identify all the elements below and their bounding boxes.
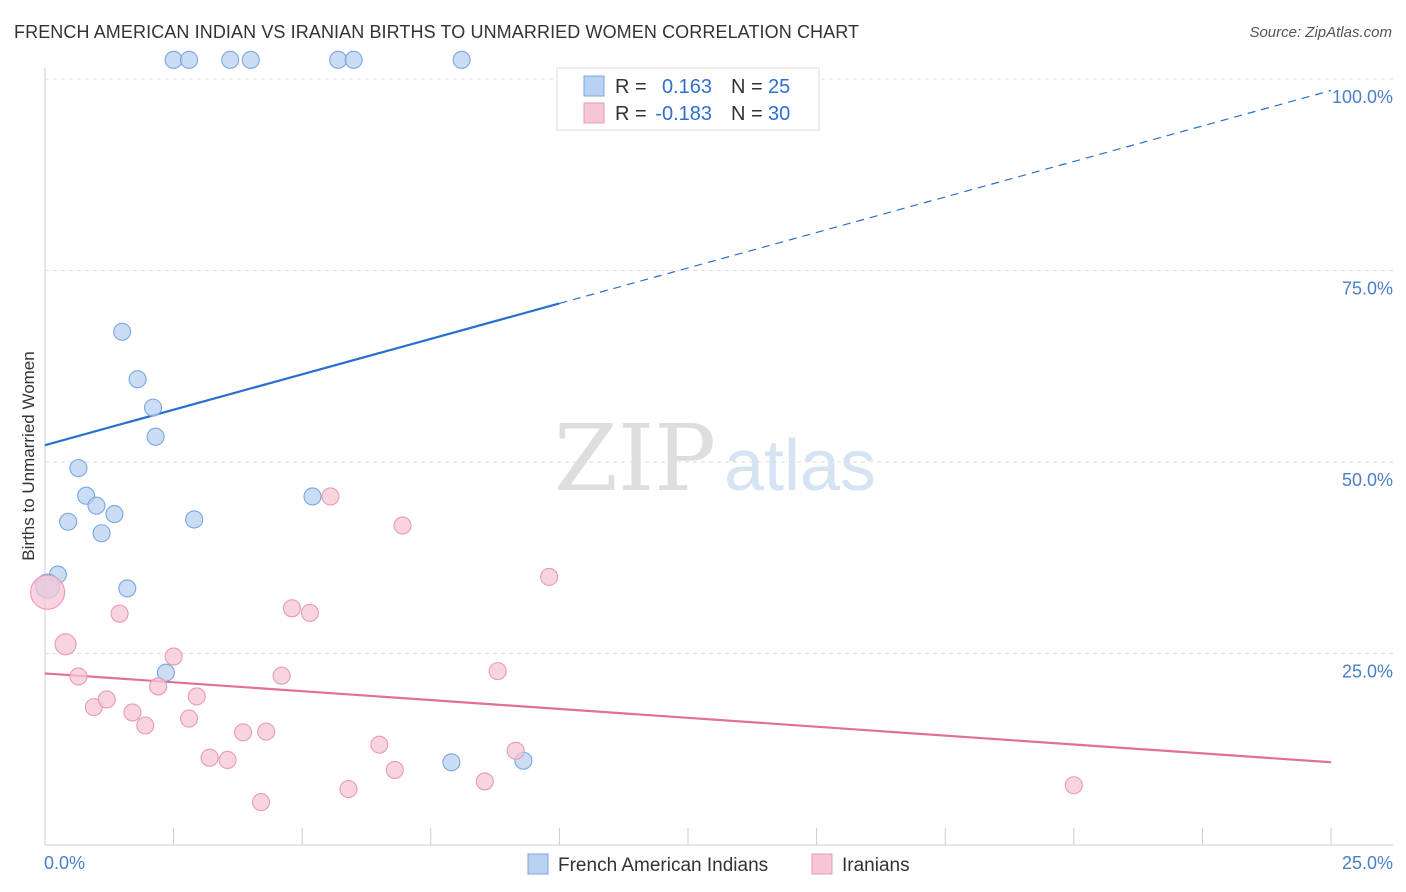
point-french-american-indians [303,487,322,506]
legend-n-value-blue: 25 [768,76,790,98]
point-french-american-indians [329,50,348,69]
bottom-legend: French American Indians Iranians [527,853,910,876]
bottom-legend-label-pink: Iranians [842,855,910,876]
legend-n-value-pink: 30 [768,103,790,125]
point-iranians [540,567,559,586]
point-french-american-indians [442,753,461,772]
trend-line-french-american-indians [44,302,560,447]
point-french-american-indians [185,510,204,529]
point-iranians [488,662,507,681]
legend-r-label-blue: R = [615,76,647,98]
watermark-atlas: atlas [724,426,876,506]
point-iranians [1064,776,1083,795]
point-french-american-indians [87,496,106,515]
point-french-american-indians [113,322,132,341]
point-iranians [123,703,142,722]
y-tick-label-25: 25.0% [1342,662,1393,682]
trend-line-french-american-indians-extension [559,89,1332,305]
trend-line-iranians [44,672,1332,764]
point-french-american-indians [143,398,163,417]
legend-n-label-blue: N = [731,76,763,98]
point-iranians [385,760,404,779]
data-points [30,50,1083,812]
trend-lines [44,89,1332,764]
legend-box: R = 0.163 N = 25 R = -0.183 N = 30 [556,67,820,131]
point-iranians [251,793,271,812]
bottom-legend-label-blue: French American Indians [558,855,768,876]
point-iranians [69,667,88,686]
chart-title: FRENCH AMERICAN INDIAN VS IRANIAN BIRTHS… [14,22,860,42]
point-iranians [370,735,389,754]
y-tick-label-75: 75.0% [1342,279,1393,299]
point-french-american-indians [118,579,137,598]
point-french-american-indians [69,459,88,478]
point-french-american-indians [128,370,147,389]
legend-r-label-pink: R = [615,103,647,125]
axes [44,68,1393,846]
point-french-american-indians [344,50,363,69]
point-iranians [475,772,494,791]
legend-swatch-blue [583,75,605,97]
point-iranians [164,647,183,666]
legend-swatch-pink [583,102,605,124]
point-iranians [30,574,66,610]
point-iranians [233,723,253,742]
point-iranians [54,633,77,656]
bottom-legend-swatch-blue [527,853,549,875]
point-iranians [110,604,129,623]
point-iranians [393,516,412,535]
grid-lines [45,78,1393,654]
point-iranians [218,750,237,770]
point-french-american-indians [221,50,240,69]
point-french-american-indians [92,524,111,543]
point-french-american-indians [179,50,199,69]
point-french-american-indians [156,663,175,682]
y-axis-label: Births to Unmarried Women [19,351,38,560]
bottom-legend-swatch-pink [811,853,833,875]
point-french-american-indians [105,505,124,524]
legend-n-label-pink: N = [731,103,763,125]
source-label: Source: ZipAtlas.com [1249,24,1392,41]
point-french-american-indians [241,50,260,69]
legend-r-value-pink: -0.183 [655,103,712,125]
x-tick-label-min: 0.0% [44,853,85,873]
watermark-zip: ZIP [554,405,716,512]
point-iranians [282,599,301,618]
point-iranians [149,677,168,696]
point-french-american-indians [452,50,471,69]
point-iranians [506,741,525,760]
point-french-american-indians [59,512,78,531]
y-tick-label-50: 50.0% [1342,470,1393,490]
point-iranians [136,716,155,735]
point-iranians [321,487,340,506]
point-iranians [200,748,219,767]
point-iranians [272,666,291,685]
point-iranians [257,722,276,741]
legend-r-value-blue: 0.163 [662,76,712,98]
point-iranians [187,687,206,706]
point-french-american-indians [146,427,165,446]
point-french-american-indians [164,50,183,69]
y-tick-label-100: 100.0% [1332,87,1393,107]
x-tick-label-max: 25.0% [1342,853,1393,873]
point-iranians [339,780,358,799]
point-iranians [300,603,319,622]
point-iranians [179,709,199,728]
point-iranians [97,690,116,709]
y-tick-labels: 25.0% 50.0% 75.0% 100.0% [1332,87,1393,682]
